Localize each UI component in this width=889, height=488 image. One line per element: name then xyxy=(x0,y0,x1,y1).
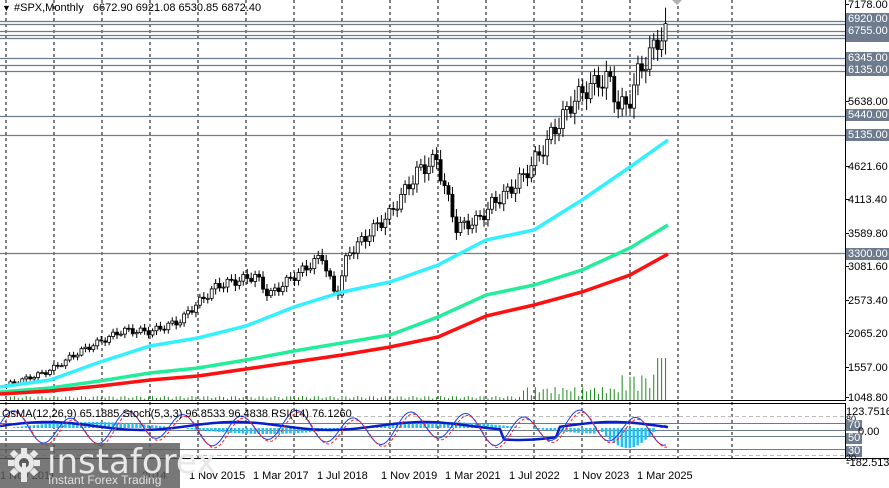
level-label-5440: 5440.00 xyxy=(846,109,889,121)
indicator-label: OsMA(12,26,9) 65.1885 Stoch(5,3,3) 96.85… xyxy=(2,408,352,420)
level-label-3300: 3300.00 xyxy=(846,248,889,260)
indicator-axis-min: -182.5137 xyxy=(846,457,889,469)
price-tick: 4621.60 xyxy=(848,161,888,173)
indicator-level-80: 80 xyxy=(846,414,857,424)
price-tick: 7178.00 xyxy=(848,0,888,11)
level-label-hidden xyxy=(846,37,889,42)
indicator-level-70: 70 xyxy=(846,419,863,431)
time-label: 1 Jul 2022 xyxy=(509,470,560,482)
price-tick: 3081.60 xyxy=(848,261,888,273)
time-label: 1 Jul 2018 xyxy=(317,470,368,482)
watermark-brand: instaforex xyxy=(47,442,217,482)
indicator-level-30: 30 xyxy=(846,445,863,457)
watermark-tagline: Instant Forex Trading xyxy=(48,473,162,487)
level-label-6135: 6135.00 xyxy=(846,64,889,76)
level-label-6755: 6755.00 xyxy=(846,25,889,37)
price-tick: 4113.40 xyxy=(848,194,887,206)
instaforex-watermark: instaforex Instant Forex Trading xyxy=(0,443,216,488)
level-label-6345: 6345.00 xyxy=(846,52,889,64)
level-label-5135: 5135.00 xyxy=(846,129,889,141)
indicator-level-20: 20 xyxy=(846,453,857,463)
time-label: 1 Mar 2021 xyxy=(445,470,501,482)
ohlc-values: 6672.90 6921.08 6530.85 6872.40 xyxy=(92,2,262,14)
time-label: 1 Mar 2025 xyxy=(637,470,693,482)
time-label: 1 Nov 2019 xyxy=(381,470,438,482)
chart-menu-arrow-icon[interactable]: ▼ xyxy=(2,3,11,13)
price-tick: 1557.00 xyxy=(848,362,888,374)
time-label: 1 Mar 2017 xyxy=(253,470,309,482)
symbol-timeframe: #SPX,Monthly xyxy=(14,2,84,14)
price-tick: 2065.20 xyxy=(848,328,888,340)
price-tick: 1048.80 xyxy=(848,392,888,404)
indicator-level-50: 50 xyxy=(846,432,863,444)
chart-header: #SPX,Monthly 6672.90 6921.08 6530.85 687… xyxy=(14,2,261,14)
indicator-axis-max: 123.7516 xyxy=(846,406,889,418)
price-tick: 5638.00 xyxy=(848,96,888,108)
price-tick: 2573.40 xyxy=(848,295,888,307)
time-label: 1 Nov 2023 xyxy=(573,470,630,482)
price-tick: 3589.80 xyxy=(848,228,888,240)
indicator-zero: 0.00 xyxy=(858,426,880,438)
time-label: 1 Nov 2015 xyxy=(189,470,246,482)
gear-logo-icon xyxy=(8,448,40,482)
level-label-6920: 6920.00 xyxy=(846,13,889,25)
